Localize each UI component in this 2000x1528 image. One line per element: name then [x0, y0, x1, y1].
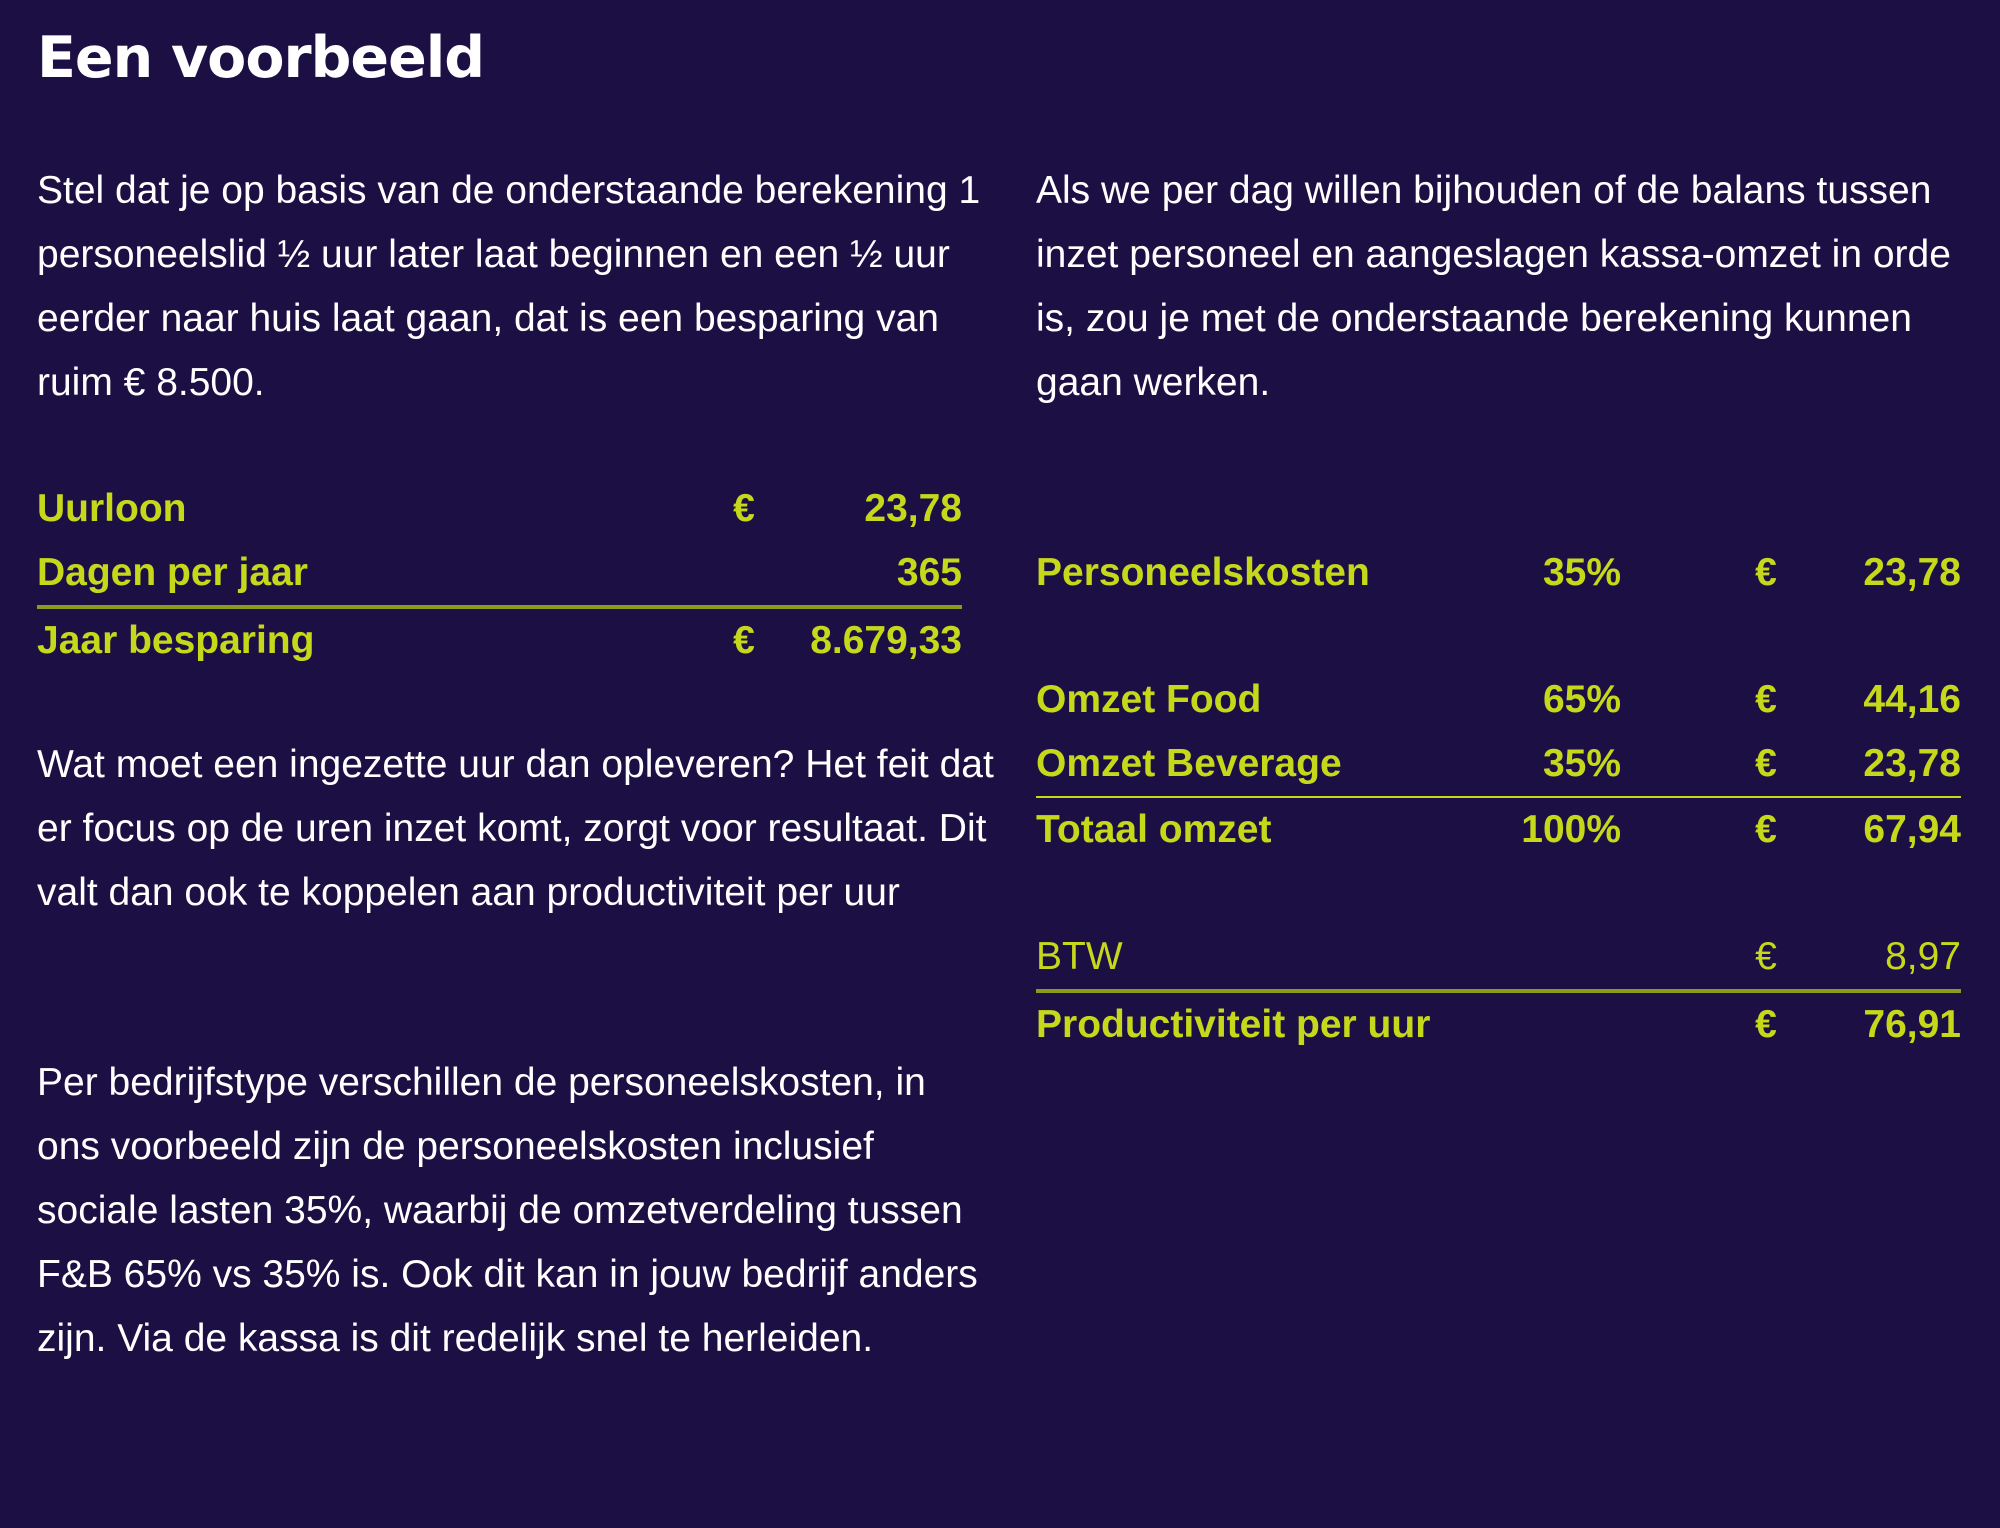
row-label-jaar: Jaar besparing	[37, 619, 315, 662]
currency-symbol: €	[1755, 742, 1777, 785]
productivity-table: Personeelskosten 35% € 23,78 Omzet Food …	[1036, 541, 1961, 1057]
table-row: Personeelskosten 35% € 23,78	[1036, 541, 1961, 605]
table-spacer	[1036, 605, 1961, 668]
row-label-omzet-beverage: Omzet Beverage	[1036, 742, 1342, 785]
row-value-productiviteit: 76,91	[1863, 1003, 1961, 1046]
row-label-totaal-omzet: Totaal omzet	[1036, 808, 1272, 851]
currency-symbol: €	[1755, 935, 1777, 978]
page-title: Een voorbeeld	[37, 25, 485, 91]
row-value-omzet-beverage: 23,78	[1863, 742, 1961, 785]
currency-symbol: €	[1755, 808, 1777, 851]
currency-symbol: €	[1755, 678, 1777, 721]
explanation-paragraph: Per bedrijfstype verschillen de personee…	[37, 1061, 978, 1360]
row-value-omzet-food: 44,16	[1863, 678, 1961, 721]
row-percentage: 65%	[1542, 678, 1621, 721]
currency-symbol: €	[733, 487, 755, 530]
table-row: Omzet Beverage 35% € 23,78	[1036, 732, 1961, 796]
row-label-btw: BTW	[1036, 935, 1123, 978]
table-row: Dagen per jaar 365	[37, 541, 962, 605]
row-label-uurloon: Uurloon	[37, 487, 187, 530]
question-paragraph: Wat moet een ingezette uur dan opleveren…	[37, 743, 994, 914]
row-label-dagen: Dagen per jaar	[37, 551, 308, 594]
row-label-productiviteit: Productiviteit per uur	[1036, 1003, 1431, 1046]
table-row: Uurloon € 23,78	[37, 477, 962, 541]
currency-symbol: €	[733, 619, 755, 662]
table-row-total: Productiviteit per uur € 76,91	[1036, 989, 1961, 1057]
intro-paragraph: Stel dat je op basis van de onderstaande…	[37, 169, 981, 404]
table-spacer	[1036, 862, 1961, 925]
currency-symbol: €	[1755, 1003, 1777, 1046]
row-label-personeelskosten: Personeelskosten	[1036, 551, 1370, 594]
currency-symbol: €	[1755, 551, 1777, 594]
row-value-uurloon: 23,78	[864, 487, 962, 530]
table-row-total: Jaar besparing € 8.679,33	[37, 605, 962, 673]
savings-table: Uurloon € 23,78 Dagen per jaar 365 Jaar …	[37, 477, 962, 673]
table-row: Omzet Food 65% € 44,16	[1036, 668, 1961, 732]
row-label-omzet-food: Omzet Food	[1036, 678, 1262, 721]
row-value-personeelskosten: 23,78	[1863, 551, 1961, 594]
row-percentage: 35%	[1542, 551, 1621, 594]
row-value-totaal-omzet: 67,94	[1863, 808, 1961, 851]
row-value-btw: 8,97	[1885, 935, 1961, 978]
row-value-jaar: 8.679,33	[810, 619, 962, 662]
table-row: BTW € 8,97	[1036, 925, 1961, 989]
row-value-dagen: 365	[896, 551, 962, 594]
row-percentage: 100%	[1521, 808, 1621, 851]
row-percentage: 35%	[1542, 742, 1621, 785]
right-intro-paragraph: Als we per dag willen bijhouden of de ba…	[1036, 169, 1951, 404]
table-row-total: Totaal omzet 100% € 67,94	[1036, 796, 1961, 862]
